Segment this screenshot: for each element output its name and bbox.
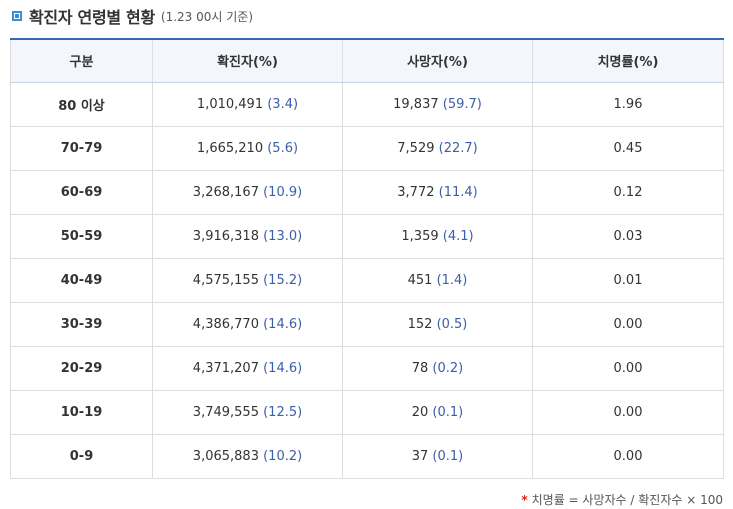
header-cases: 확진자(%) xyxy=(152,38,343,83)
age-group: 10-19 xyxy=(10,390,153,435)
fatality-rate: 1.96 xyxy=(532,82,724,127)
deaths-percent: (22.7) xyxy=(438,140,478,156)
cases-percent: (14.6) xyxy=(263,316,303,332)
age-group: 20-29 xyxy=(10,346,153,391)
table-row: 10-19 3,749,555 (12.5) 20 (0.1) 0.00 xyxy=(10,390,724,435)
table-row: 50-59 3,916,318 (13.0) 1,359 (4.1) 0.03 xyxy=(10,214,724,259)
fatality-rate: 0.00 xyxy=(532,390,724,435)
age-stats-table: 구분 확진자(%) 사망자(%) 치명률(%) 80 이상 1,010,491 … xyxy=(10,38,724,479)
cases-cell: 4,386,770 (14.6) xyxy=(152,302,343,347)
cases-percent: (13.0) xyxy=(263,228,303,244)
cases-count: 3,065,883 xyxy=(192,448,259,464)
deaths-count: 20 xyxy=(411,404,429,420)
reference-time: (1.23 00시 기준) xyxy=(160,9,254,24)
fatality-rate: 0.03 xyxy=(532,214,724,259)
cases-count: 1,010,491 xyxy=(196,96,264,112)
footnote-text: 치명률 = 사망자수 / 확진자수 × 100 xyxy=(531,493,723,507)
section-title: 확진자 연령별 현황 (1.23 00시 기준) xyxy=(12,4,253,28)
deaths-cell: 78 (0.2) xyxy=(342,346,533,391)
cases-count: 3,916,318 xyxy=(192,228,259,244)
table-row: 40-49 4,575,155 (15.2) 451 (1.4) 0.01 xyxy=(10,258,724,303)
age-group: 70-79 xyxy=(10,126,153,171)
cases-percent: (12.5) xyxy=(263,404,303,420)
asterisk-marker: * xyxy=(521,493,528,507)
deaths-count: 451 xyxy=(407,272,433,288)
deaths-count: 1,359 xyxy=(401,228,439,244)
cases-cell: 3,916,318 (13.0) xyxy=(152,214,343,259)
deaths-cell: 20 (0.1) xyxy=(342,390,533,435)
cases-percent: (10.9) xyxy=(263,184,303,200)
cases-cell: 4,371,207 (14.6) xyxy=(152,346,343,391)
age-group: 40-49 xyxy=(10,258,153,303)
deaths-percent: (0.5) xyxy=(436,316,468,332)
deaths-cell: 451 (1.4) xyxy=(342,258,533,303)
table-row: 80 이상 1,010,491 (3.4) 19,837 (59.7) 1.96 xyxy=(10,82,724,127)
page-title: 확진자 연령별 현황 xyxy=(29,8,155,27)
table-row: 70-79 1,665,210 (5.6) 7,529 (22.7) 0.45 xyxy=(10,126,724,171)
cases-cell: 4,575,155 (15.2) xyxy=(152,258,343,303)
deaths-count: 3,772 xyxy=(397,184,435,200)
fatality-rate: 0.00 xyxy=(532,302,724,347)
cases-cell: 1,010,491 (3.4) xyxy=(152,82,343,127)
deaths-cell: 1,359 (4.1) xyxy=(342,214,533,259)
fatality-rate: 0.45 xyxy=(532,126,724,171)
fatality-rate: 0.01 xyxy=(532,258,724,303)
cases-cell: 3,268,167 (10.9) xyxy=(152,170,343,215)
deaths-percent: (1.4) xyxy=(436,272,468,288)
table-row: 20-29 4,371,207 (14.6) 78 (0.2) 0.00 xyxy=(10,346,724,391)
cases-percent: (15.2) xyxy=(263,272,303,288)
deaths-percent: (4.1) xyxy=(442,228,474,244)
deaths-cell: 152 (0.5) xyxy=(342,302,533,347)
fatality-rate: 0.12 xyxy=(532,170,724,215)
age-group: 80 이상 xyxy=(10,82,153,127)
cases-count: 3,749,555 xyxy=(192,404,259,420)
age-group: 30-39 xyxy=(10,302,153,347)
deaths-cell: 7,529 (22.7) xyxy=(342,126,533,171)
deaths-percent: (11.4) xyxy=(438,184,478,200)
deaths-percent: (59.7) xyxy=(442,96,482,112)
cases-percent: (5.6) xyxy=(267,140,299,156)
cases-cell: 3,749,555 (12.5) xyxy=(152,390,343,435)
cases-count: 3,268,167 xyxy=(192,184,259,200)
cases-percent: (14.6) xyxy=(263,360,303,376)
deaths-percent: (0.1) xyxy=(432,448,464,464)
deaths-count: 7,529 xyxy=(397,140,435,156)
deaths-cell: 37 (0.1) xyxy=(342,434,533,479)
fatality-rate: 0.00 xyxy=(532,434,724,479)
cases-cell: 3,065,883 (10.2) xyxy=(152,434,343,479)
cases-percent: (3.4) xyxy=(267,96,299,112)
cases-count: 4,386,770 xyxy=(192,316,259,332)
age-group: 60-69 xyxy=(10,170,153,215)
cases-cell: 1,665,210 (5.6) xyxy=(152,126,343,171)
table-row: 30-39 4,386,770 (14.6) 152 (0.5) 0.00 xyxy=(10,302,724,347)
header-category: 구분 xyxy=(10,38,153,83)
deaths-percent: (0.1) xyxy=(432,404,464,420)
cases-count: 4,575,155 xyxy=(192,272,259,288)
deaths-count: 19,837 xyxy=(393,96,439,112)
age-group: 0-9 xyxy=(10,434,153,479)
deaths-count: 78 xyxy=(411,360,429,376)
footnote: * 치명률 = 사망자수 / 확진자수 × 100 xyxy=(521,491,723,508)
deaths-cell: 19,837 (59.7) xyxy=(342,82,533,127)
header-deaths: 사망자(%) xyxy=(342,38,533,83)
deaths-count: 152 xyxy=(407,316,433,332)
table-row: 0-9 3,065,883 (10.2) 37 (0.1) 0.00 xyxy=(10,434,724,479)
age-group: 50-59 xyxy=(10,214,153,259)
cases-count: 4,371,207 xyxy=(192,360,259,376)
fatality-rate: 0.00 xyxy=(532,346,724,391)
table-header-row: 구분 확진자(%) 사망자(%) 치명률(%) xyxy=(10,38,724,83)
header-fatality-rate: 치명률(%) xyxy=(532,38,724,83)
deaths-count: 37 xyxy=(411,448,429,464)
cases-count: 1,665,210 xyxy=(196,140,264,156)
cases-percent: (10.2) xyxy=(263,448,303,464)
deaths-cell: 3,772 (11.4) xyxy=(342,170,533,215)
deaths-percent: (0.2) xyxy=(432,360,464,376)
square-bullet-icon xyxy=(12,11,22,21)
table-row: 60-69 3,268,167 (10.9) 3,772 (11.4) 0.12 xyxy=(10,170,724,215)
